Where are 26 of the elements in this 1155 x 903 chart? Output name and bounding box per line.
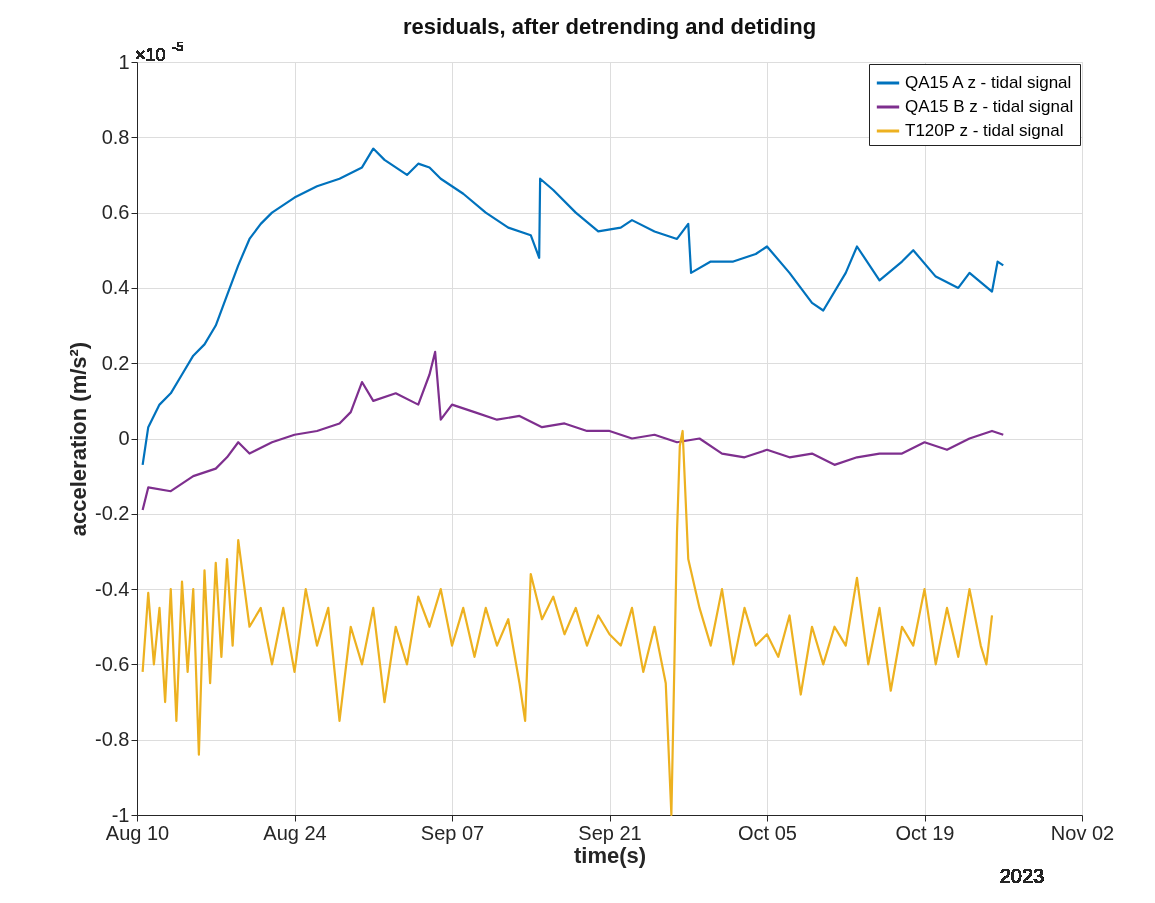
x-tick-label: Nov 02 [1050, 821, 1115, 844]
annotation: ×10-5 [135, 39, 184, 65]
text: 2023 [999, 865, 1045, 887]
y-axis-title: acceleration (m/s²) [66, 341, 92, 537]
y-tick-label: -0.8 [95, 728, 130, 751]
y-tick-label: 1 [118, 50, 130, 73]
chart-title: residuals, after detrending and detiding [402, 14, 817, 39]
y-tick-label: 0 [118, 427, 130, 449]
y-tick-label: 0.6 [101, 201, 130, 224]
legend-label: T120P z - tidal signal [905, 121, 1064, 140]
x-tick-label: Sep 07 [420, 821, 485, 844]
legend-label: QA15 A z - tidal signal [905, 73, 1072, 92]
x-tick-label: Oct 19 [895, 821, 955, 844]
y-tick-label: 0.2 [101, 351, 130, 374]
x-tick-label: Oct 05 [738, 821, 797, 844]
line-series [141, 429, 994, 817]
y-tick-label: 0.4 [101, 276, 130, 299]
x-tick-label: Aug 24 [263, 821, 327, 844]
y-tick-label: -0.6 [95, 652, 130, 675]
x-tick-label: Sep 21 [578, 821, 642, 844]
legend-label: QA15 B z - tidal signal [905, 97, 1074, 116]
line-series [141, 147, 1005, 466]
y-tick-label: -0.2 [95, 502, 130, 525]
y-tick-label: 0.8 [101, 125, 130, 148]
y-tick-label: -0.4 [95, 577, 130, 600]
line-series [141, 350, 1005, 512]
